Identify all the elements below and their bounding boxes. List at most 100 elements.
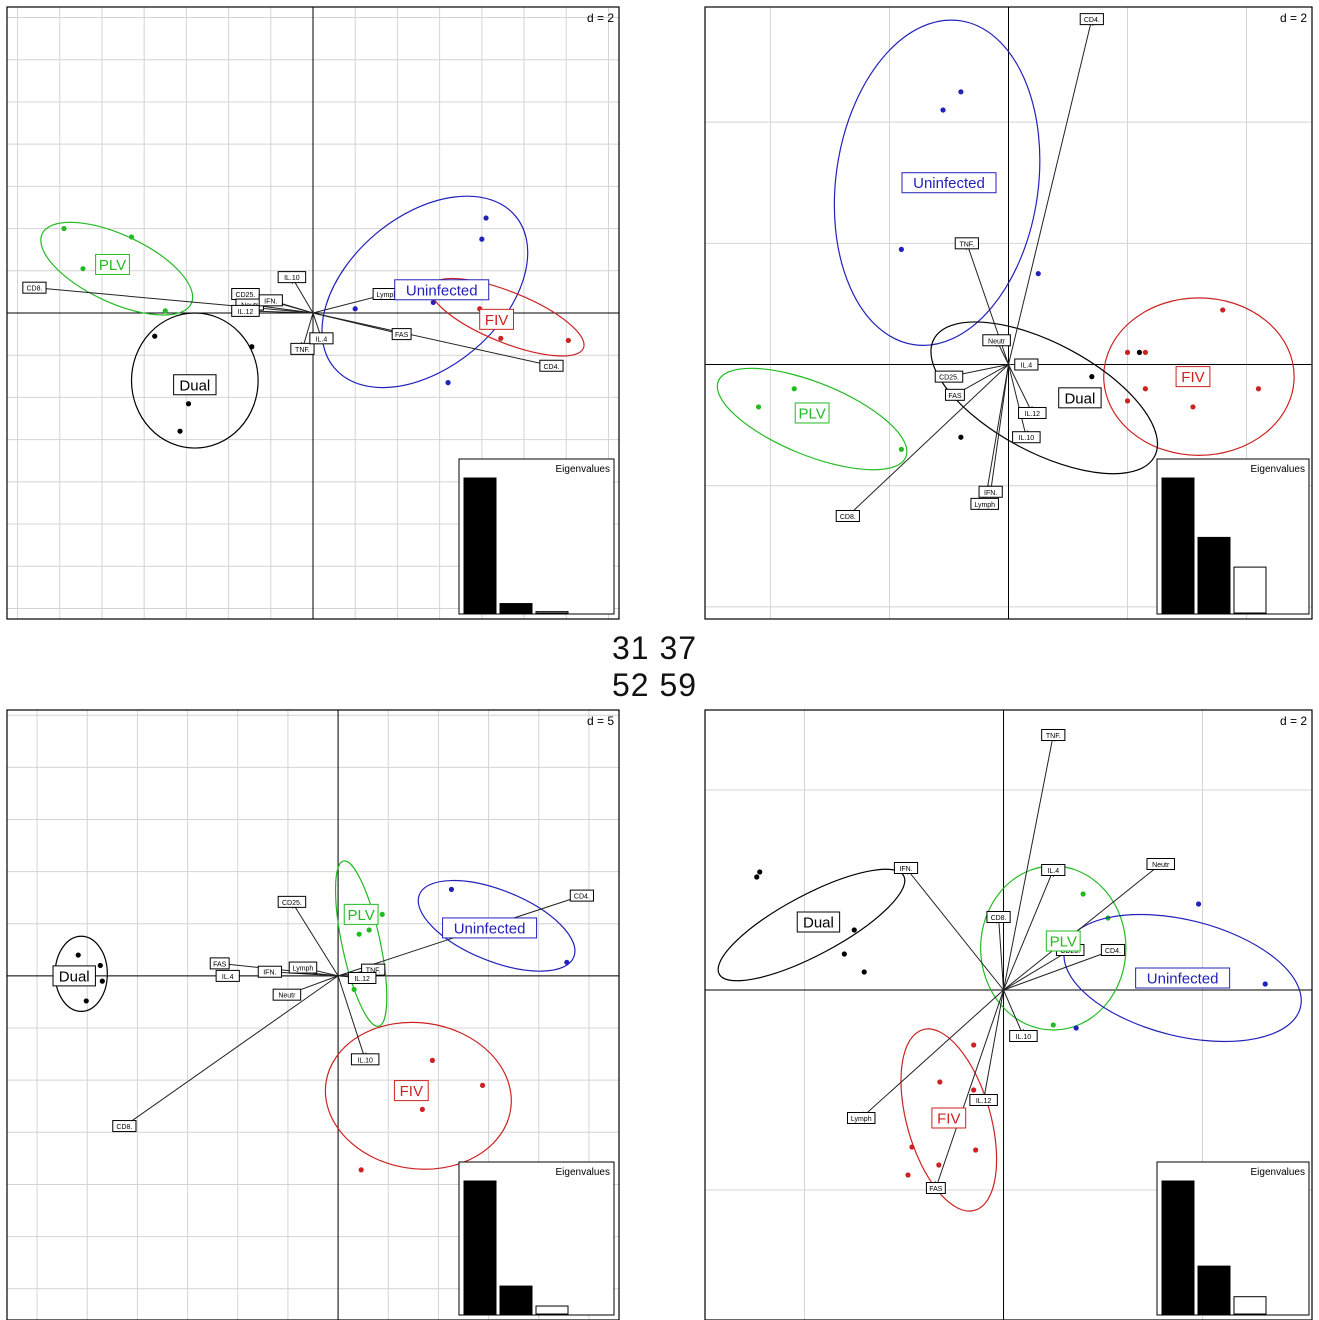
ellipse-dual (130, 312, 259, 449)
ellipse-fiv (900, 1028, 998, 1212)
arrow-label-text: FAS (213, 961, 227, 968)
arrow-label-text: Neutr (1152, 862, 1170, 869)
arrow-label-tnf: TNF. (1041, 729, 1066, 741)
group-label-dual: Dual (796, 911, 841, 933)
arrow-label-fas: FAS (391, 328, 412, 341)
arrow-label-text: CD4. (543, 364, 559, 371)
arrow-label-cd4: CD4. (1079, 13, 1104, 26)
arrow-label-il12: IL.12 (969, 1094, 998, 1106)
ellipse-dual (930, 321, 1159, 475)
point-fiv (937, 1079, 943, 1085)
eigenvalues-inset: Eigenvalues (1156, 1161, 1310, 1316)
arrow-label-ifn: IFN. (257, 965, 282, 978)
point-fiv (1142, 349, 1148, 355)
point-fiv (565, 337, 571, 344)
arrow-cd4 (312, 312, 551, 366)
ellipse-uninfected (321, 195, 529, 389)
arrow-label-neutr: Neutr (982, 334, 1011, 347)
point-uninfected (445, 380, 451, 386)
group-label-plv: PLV (794, 402, 830, 424)
arrow-label-text: TNF. (959, 241, 974, 248)
plot-frame (6, 6, 620, 620)
group-label-plv: PLV (1045, 930, 1081, 952)
arrow-neutr (1003, 864, 1161, 991)
point-fiv (1142, 386, 1148, 392)
point-plv (61, 225, 67, 232)
point-fiv (429, 1057, 435, 1063)
group-label-plv: PLV (343, 903, 379, 925)
point-plv (1080, 891, 1086, 897)
group-label-fiv: FIV (393, 1080, 429, 1102)
arrow-label-text: FAS (395, 332, 409, 339)
group-label-fiv: FIV (931, 1107, 967, 1129)
arrow-cd4 (1003, 950, 1113, 991)
arrow-label-lymph: Lymph (288, 961, 318, 974)
eigenvalue-bar-3 (535, 1305, 569, 1315)
group-label-dual: Dual (173, 374, 217, 396)
arrow-label-text: CD8. (991, 915, 1007, 922)
eigenvalues-inset: Eigenvalues (1156, 458, 1310, 615)
arrow-label-text: IL.4 (316, 336, 328, 343)
chart-panel-1: CD8.CD25.NeutrIL.12IFN.IL.10TNF.IL.4Lymp… (6, 6, 620, 620)
eigenvalue-bar-1 (1161, 1180, 1195, 1315)
arrow-label-cd8: CD8. (986, 911, 1011, 923)
arrow-label-ifn: IFN. (893, 862, 919, 874)
arrow-fas (936, 989, 1004, 1188)
arrow-label-text: Lymph (851, 1116, 872, 1123)
point-dual (754, 874, 760, 880)
arrow-label-text: Neutr (988, 338, 1006, 345)
arrow-label-cd4: CD4. (569, 889, 594, 902)
plot-frame (704, 709, 1313, 1320)
point-fiv (419, 1106, 425, 1112)
arrow-label-neutr: Neutr (272, 988, 302, 1001)
arrow-label-text: IFN. (264, 298, 277, 305)
group-label-text: Uninfected (406, 282, 478, 299)
point-dual (75, 952, 81, 958)
point-plv (356, 931, 362, 937)
arrow-label-text: IL.10 (1016, 1034, 1032, 1041)
arrow-label-il4: IL.4 (1014, 358, 1039, 371)
point-fiv (905, 1172, 911, 1178)
arrow-label-text: TNF. (1046, 733, 1061, 740)
arrow-label-text: Neutr (278, 993, 296, 1000)
group-label-text: PLV (348, 907, 375, 924)
point-uninfected (448, 886, 455, 892)
point-fiv (1124, 349, 1131, 355)
point-plv (162, 308, 168, 314)
arrow-label-text: IFN. (899, 866, 912, 873)
point-dual (177, 428, 183, 434)
arrow-label-cd4: CD4. (539, 359, 564, 372)
eigenvalue-bar-3 (1233, 1296, 1267, 1315)
eigenvalues-title: Eigenvalues (556, 1167, 610, 1178)
point-dual (99, 978, 105, 984)
arrow-label-text: CD4. (1105, 948, 1121, 955)
eigenvalues-inset: Eigenvalues (458, 458, 615, 615)
arrow-label-cd25: CD25. (277, 895, 307, 908)
arrow-label-cd25: CD25. (934, 370, 964, 383)
point-dual (1089, 374, 1095, 380)
arrow-cd8 (848, 364, 1009, 516)
point-uninfected (940, 107, 946, 113)
group-label-uninfected: Uninfected (394, 279, 490, 301)
arrow-label-tnf: TNF. (290, 342, 315, 355)
arrow-label-text: FAS (948, 393, 962, 400)
point-fiv (1124, 398, 1131, 404)
ellipse-plv (334, 860, 388, 1027)
arrow-label-text: FAS (929, 1186, 943, 1193)
arrow-label-text: IL.12 (354, 976, 370, 983)
arrow-label-text: CD25. (282, 900, 302, 907)
group-label-text: PLV (798, 405, 825, 422)
point-plv (755, 404, 762, 410)
arrow-label-il12: IL.12 (231, 304, 260, 317)
point-fiv (1190, 404, 1196, 410)
point-fiv (936, 1162, 942, 1168)
point-uninfected (898, 246, 904, 252)
chart-panel-2: CD4. TNF. Neutr IL.4 CD25. FAS IL.12 IL.10 IFN. L… (704, 6, 1313, 620)
arrow-cd8 (34, 288, 314, 314)
eigenvalue-bar-1 (463, 1180, 497, 1315)
eigenvalue-bar-1 (1161, 477, 1195, 614)
eigenvalue-bar-3 (1233, 566, 1267, 614)
arrow-label-il12: IL.12 (347, 971, 377, 984)
arrow-label-il4: IL.4 (1041, 864, 1066, 876)
